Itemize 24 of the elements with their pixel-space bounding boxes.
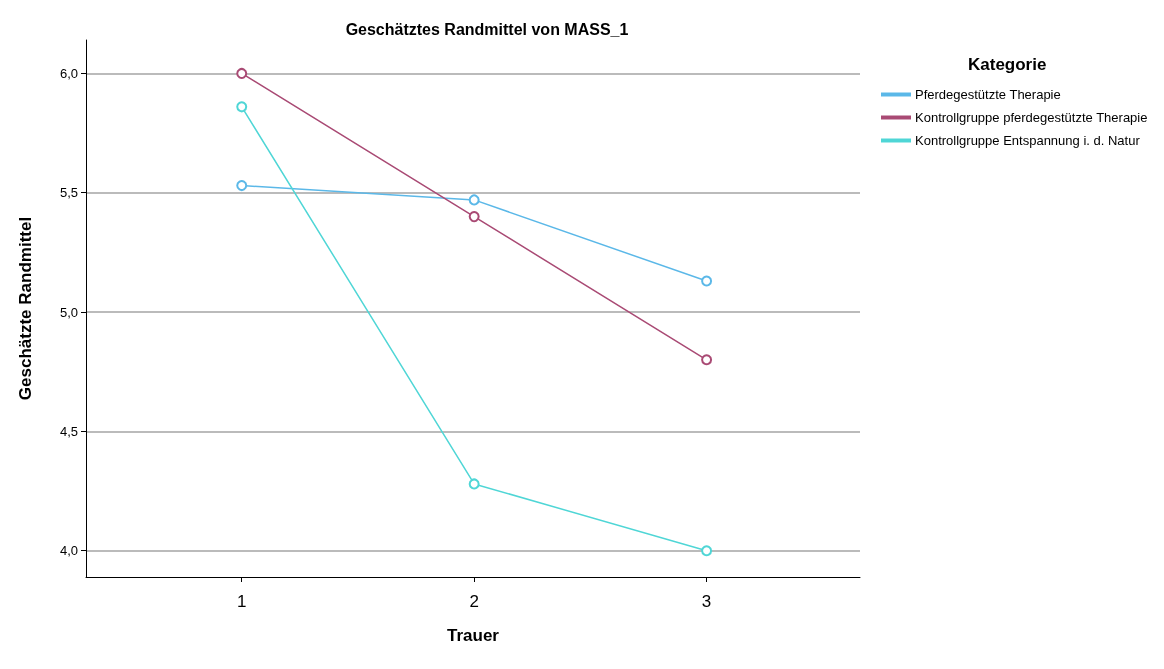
legend-title: Kategorie	[968, 55, 1047, 74]
legend-label: Kontrollgruppe pferdegestützte Therapie	[915, 110, 1148, 125]
y-tick-label: 4,0	[59, 543, 78, 559]
y-tick-label: 5,0	[59, 304, 78, 320]
y-axis-title: Geschätzte Randmittel	[16, 216, 35, 401]
point	[468, 211, 480, 223]
point	[236, 180, 248, 192]
chart-title: Geschätztes Randmittel von MASS_1	[345, 20, 629, 38]
legend-label: Pferdegestützte Therapie	[915, 87, 1061, 102]
point	[468, 478, 480, 490]
point	[468, 194, 480, 206]
legend-label: Kontrollgruppe Entspannung i. d. Natur	[915, 133, 1141, 148]
point	[236, 67, 248, 79]
x-tick-label: 3	[701, 592, 712, 611]
x-tick-label: 2	[469, 592, 479, 611]
y-tick-label: 6,0	[59, 65, 78, 81]
y-tick-label: 4,5	[59, 423, 78, 439]
point	[236, 101, 248, 113]
y-tick-label: 5,5	[59, 185, 78, 201]
point	[701, 275, 713, 287]
point	[701, 354, 713, 366]
x-axis-title: Trauer	[447, 626, 500, 645]
x-tick-label: 1	[237, 592, 247, 611]
point	[701, 545, 713, 557]
